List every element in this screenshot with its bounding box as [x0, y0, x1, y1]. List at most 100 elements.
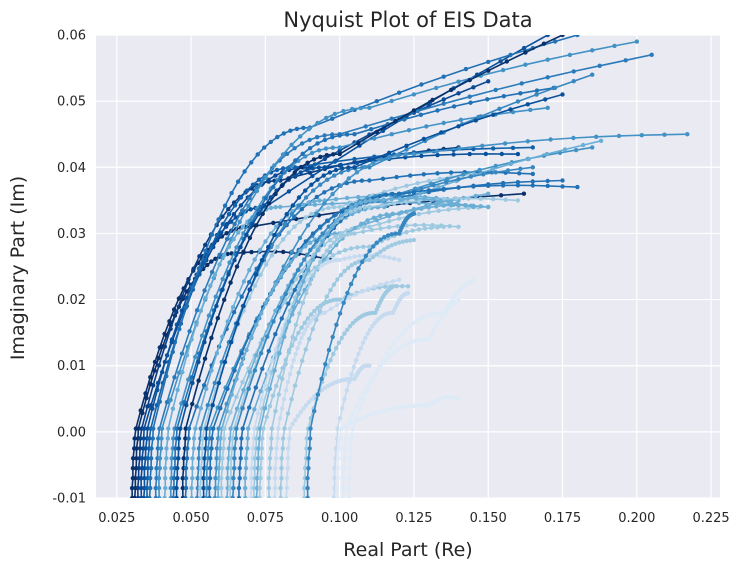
- series-point: [552, 39, 558, 44]
- series-point: [367, 224, 372, 229]
- series-point: [323, 361, 328, 367]
- series-point: [348, 231, 354, 236]
- series-point: [282, 221, 288, 227]
- series-point: [177, 326, 182, 332]
- series-point: [293, 158, 298, 163]
- series-point: [139, 485, 144, 491]
- series-point: [274, 456, 279, 461]
- series-point: [330, 201, 335, 206]
- series-point: [190, 285, 195, 290]
- series-point: [493, 87, 498, 93]
- series-point: [515, 180, 521, 185]
- series-point: [338, 183, 343, 188]
- series-point: [337, 148, 342, 153]
- series-point: [323, 146, 329, 151]
- series-point: [543, 97, 548, 102]
- series-point: [471, 146, 476, 152]
- series-point: [261, 426, 266, 431]
- series-point: [204, 386, 209, 391]
- series-point: [254, 188, 260, 194]
- series-point: [145, 426, 150, 431]
- series-point: [391, 256, 397, 261]
- series-point: [379, 409, 384, 414]
- series-point: [164, 456, 169, 461]
- series-point: [194, 404, 199, 409]
- series-point: [278, 337, 284, 342]
- series-point: [416, 227, 422, 232]
- series-point: [412, 403, 417, 408]
- series-point: [399, 345, 404, 350]
- series-point: [456, 185, 461, 190]
- series-point: [227, 485, 233, 491]
- series-point: [249, 160, 254, 165]
- series-point: [383, 284, 388, 289]
- series-point: [342, 256, 347, 261]
- series-point: [179, 294, 185, 299]
- series-point: [419, 403, 424, 408]
- series-point: [302, 485, 307, 491]
- series-point: [222, 203, 228, 208]
- series-point: [306, 466, 311, 471]
- series-point: [382, 254, 387, 259]
- series-point: [367, 178, 372, 183]
- series-point: [162, 495, 167, 498]
- series-point: [136, 466, 141, 471]
- series-point: [504, 59, 509, 64]
- series-point: [311, 188, 316, 193]
- series-point: [268, 446, 274, 451]
- series-point: [258, 351, 264, 356]
- series-point: [295, 413, 301, 419]
- x-tick-label: 0.175: [544, 511, 581, 526]
- series-point: [573, 147, 579, 153]
- series-point: [282, 334, 287, 339]
- series-point: [534, 88, 540, 93]
- series-point: [311, 199, 317, 204]
- series-point: [226, 272, 231, 277]
- series-point: [352, 273, 357, 279]
- series-point: [273, 173, 278, 178]
- series-point: [337, 257, 342, 263]
- series-line: [254, 196, 476, 498]
- series-point: [352, 179, 357, 184]
- series-point: [233, 436, 239, 441]
- series-point: [203, 436, 209, 441]
- series-point: [215, 316, 220, 321]
- series-point: [209, 368, 214, 373]
- series-point: [347, 324, 353, 329]
- series-point: [378, 237, 383, 242]
- series-point: [434, 204, 439, 209]
- series-point: [466, 196, 471, 201]
- series-point: [418, 112, 424, 118]
- series-point: [391, 201, 397, 206]
- series-point: [273, 408, 278, 414]
- y-tick-label: 0.06: [57, 29, 86, 44]
- series-point: [639, 133, 644, 138]
- series-point: [294, 126, 300, 132]
- series-point: [456, 396, 461, 401]
- series-point: [301, 279, 306, 284]
- series-point: [262, 406, 268, 411]
- series-point: [204, 426, 209, 431]
- series-point: [250, 182, 256, 187]
- series-point: [208, 244, 214, 250]
- series-point: [458, 117, 464, 123]
- series-point: [347, 379, 352, 385]
- series-point: [236, 291, 241, 297]
- series-point: [208, 283, 213, 288]
- series-point: [448, 170, 454, 175]
- series-point: [160, 369, 165, 375]
- series-point: [390, 279, 396, 284]
- series-point: [219, 485, 224, 491]
- series-point: [426, 205, 431, 210]
- series-point: [370, 324, 375, 329]
- series-point: [310, 166, 315, 171]
- series-point: [228, 280, 233, 285]
- series-point: [253, 272, 259, 277]
- series-point: [396, 216, 402, 221]
- series-point: [214, 446, 220, 451]
- series-point: [322, 137, 328, 143]
- series-point: [256, 177, 262, 182]
- series-point: [353, 358, 359, 363]
- series-point: [269, 426, 275, 431]
- series-point: [374, 240, 380, 245]
